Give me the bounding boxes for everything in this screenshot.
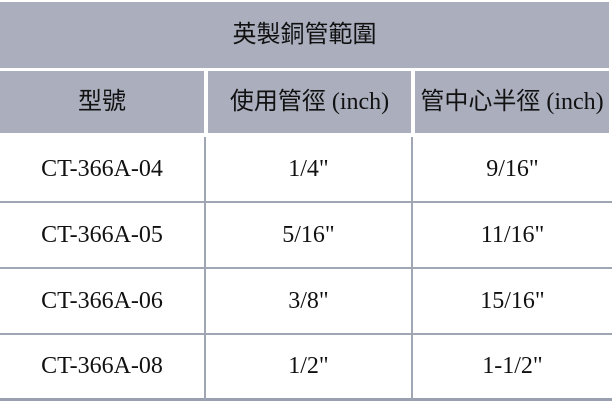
cell-center-radius: 1-1/2" xyxy=(411,335,612,401)
cell-model: CT-366A-06 xyxy=(0,269,204,335)
model-text: CT-366A-08 xyxy=(41,353,163,380)
pipe-diameter-text: 1/2" xyxy=(288,353,329,380)
cell-center-radius: 9/16" xyxy=(411,137,612,203)
column-header-model: 型號 xyxy=(0,71,204,137)
imperial-copper-tube-spec-table: 英製銅管範圍 型號 使用管徑 (inch) 管中心半徑 (inch) CT-36… xyxy=(0,2,612,401)
column-header-label: 型號 xyxy=(78,88,126,115)
cell-model: CT-366A-08 xyxy=(0,335,204,401)
center-radius-text: 15/16" xyxy=(480,287,545,314)
table-row: CT-366A-08 1/2" 1-1/2" xyxy=(0,335,612,401)
table-title-text: 英製銅管範圍 xyxy=(232,21,377,48)
table-header-row: 型號 使用管徑 (inch) 管中心半徑 (inch) xyxy=(0,71,612,137)
center-radius-text: 11/16" xyxy=(480,221,545,248)
column-header-label: 使用管徑 (inch) xyxy=(229,88,390,115)
model-text: CT-366A-04 xyxy=(41,155,163,182)
column-header-pipe-diameter: 使用管徑 (inch) xyxy=(204,71,411,137)
cell-model: CT-366A-05 xyxy=(0,203,204,269)
center-radius-text: 1-1/2" xyxy=(482,353,543,380)
cell-model: CT-366A-04 xyxy=(0,137,204,203)
column-header-center-radius: 管中心半徑 (inch) xyxy=(411,71,612,137)
pipe-diameter-text: 5/16" xyxy=(282,221,335,248)
model-text: CT-366A-06 xyxy=(41,287,163,314)
center-radius-text: 9/16" xyxy=(486,155,539,182)
column-header-label: 管中心半徑 (inch) xyxy=(420,88,604,115)
table-row: CT-366A-04 1/4" 9/16" xyxy=(0,137,612,203)
table-row: CT-366A-06 3/8" 15/16" xyxy=(0,269,612,335)
cell-pipe-diameter: 1/4" xyxy=(204,137,411,203)
cell-center-radius: 11/16" xyxy=(411,203,612,269)
table-title-row: 英製銅管範圍 xyxy=(0,2,612,71)
cell-center-radius: 15/16" xyxy=(411,269,612,335)
cell-pipe-diameter: 1/2" xyxy=(204,335,411,401)
model-text: CT-366A-05 xyxy=(41,221,163,248)
cell-pipe-diameter: 5/16" xyxy=(204,203,411,269)
table-title: 英製銅管範圍 xyxy=(0,2,612,71)
cell-pipe-diameter: 3/8" xyxy=(204,269,411,335)
pipe-diameter-text: 1/4" xyxy=(288,155,329,182)
table-row: CT-366A-05 5/16" 11/16" xyxy=(0,203,612,269)
pipe-diameter-text: 3/8" xyxy=(288,287,329,314)
